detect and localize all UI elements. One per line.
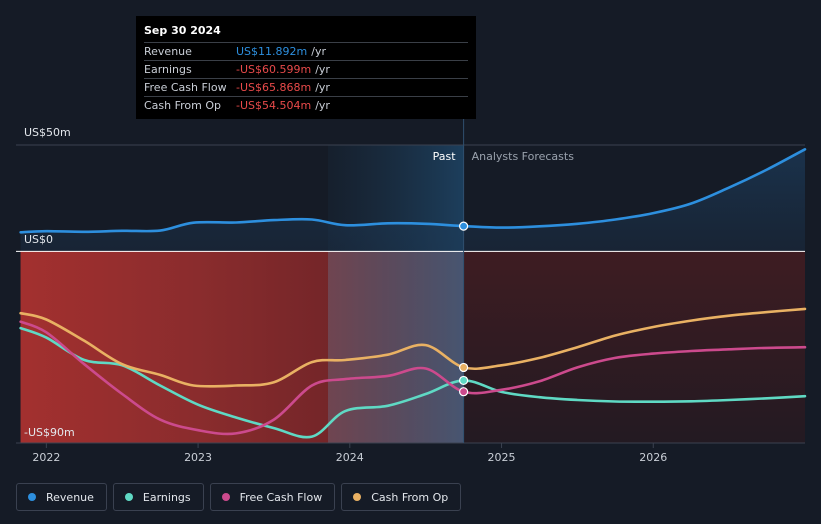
legend-dot-icon [353, 493, 362, 501]
legend-item-revenue[interactable]: Revenue [16, 483, 107, 511]
highlight-band [328, 145, 464, 443]
x-tick-label: 2025 [488, 451, 516, 464]
legend-item-cash-from-op[interactable]: Cash From Op [341, 483, 462, 511]
y-label-top: US$50m [24, 126, 71, 139]
tooltip-value: -US$54.504m [236, 99, 312, 112]
marker-cash-from-op [459, 362, 469, 373]
legend-dot-icon [221, 493, 230, 501]
marker-earnings [459, 375, 469, 386]
legend-dot-icon [28, 493, 36, 501]
legend: Revenue Earnings Free Cash Flow Cash Fro… [16, 483, 462, 511]
tooltip-date: Sep 30 2024 [144, 24, 221, 37]
y-label-bottom: -US$90m [24, 426, 75, 439]
forecast-label: Analysts Forecasts [472, 150, 575, 163]
x-tick-label: 2026 [639, 451, 667, 464]
legend-dot-icon [124, 493, 133, 501]
legend-item-free-cash-flow[interactable]: Free Cash Flow [209, 483, 336, 511]
tooltip-label: Cash From Op [144, 99, 222, 112]
series-line-earnings [19, 326, 807, 439]
tooltip-label: Earnings [144, 63, 192, 76]
tooltip-row-revenue: Revenue US$11.892m /yr [144, 42, 468, 60]
series-line-cash-from-op [19, 307, 807, 388]
tooltip: Sep 30 2024 Revenue US$11.892m /yr Earni… [136, 16, 476, 119]
series-line-free-cash-flow [19, 320, 807, 436]
x-tick-label: 2022 [32, 451, 60, 464]
marker-revenue [459, 221, 469, 231]
legend-label: Free Cash Flow [239, 490, 323, 504]
chart: US$50m US$0 -US$90m Past Analysts Forecasts 2… [16, 118, 807, 464]
tooltip-label: Free Cash Flow [144, 81, 227, 94]
past-label: Past [433, 150, 457, 163]
tooltip-row-cash-from-op: Cash From Op -US$54.504m /yr [144, 96, 468, 114]
x-tick-label: 2024 [336, 451, 364, 464]
y-label-zero: US$0 [24, 233, 53, 246]
series-line-revenue [19, 148, 807, 234]
tooltip-unit: /yr [315, 63, 330, 76]
legend-item-earnings[interactable]: Earnings [112, 483, 204, 511]
legend-label: Cash From Op [371, 490, 449, 504]
tooltip-value: -US$65.868m [236, 81, 312, 94]
revenue-area [20, 149, 806, 252]
tooltip-unit: /yr [315, 81, 330, 94]
negative-area-forecast [463, 251, 805, 443]
tooltip-row-free-cash-flow: Free Cash Flow -US$65.868m /yr [144, 78, 468, 96]
legend-label: Earnings [142, 490, 191, 504]
tooltip-value: -US$60.599m [236, 63, 312, 76]
tooltip-label: Revenue [144, 45, 192, 58]
marker-free-cash-flow [459, 387, 469, 397]
tooltip-row-earnings: Earnings -US$60.599m /yr [144, 60, 468, 78]
highlight-band-negative [328, 251, 464, 443]
tooltip-unit: /yr [311, 45, 326, 58]
legend-label: Revenue [46, 490, 94, 504]
tooltip-value: US$11.892m [236, 45, 308, 58]
tooltip-unit: /yr [315, 99, 330, 112]
x-tick-label: 2023 [184, 451, 212, 464]
